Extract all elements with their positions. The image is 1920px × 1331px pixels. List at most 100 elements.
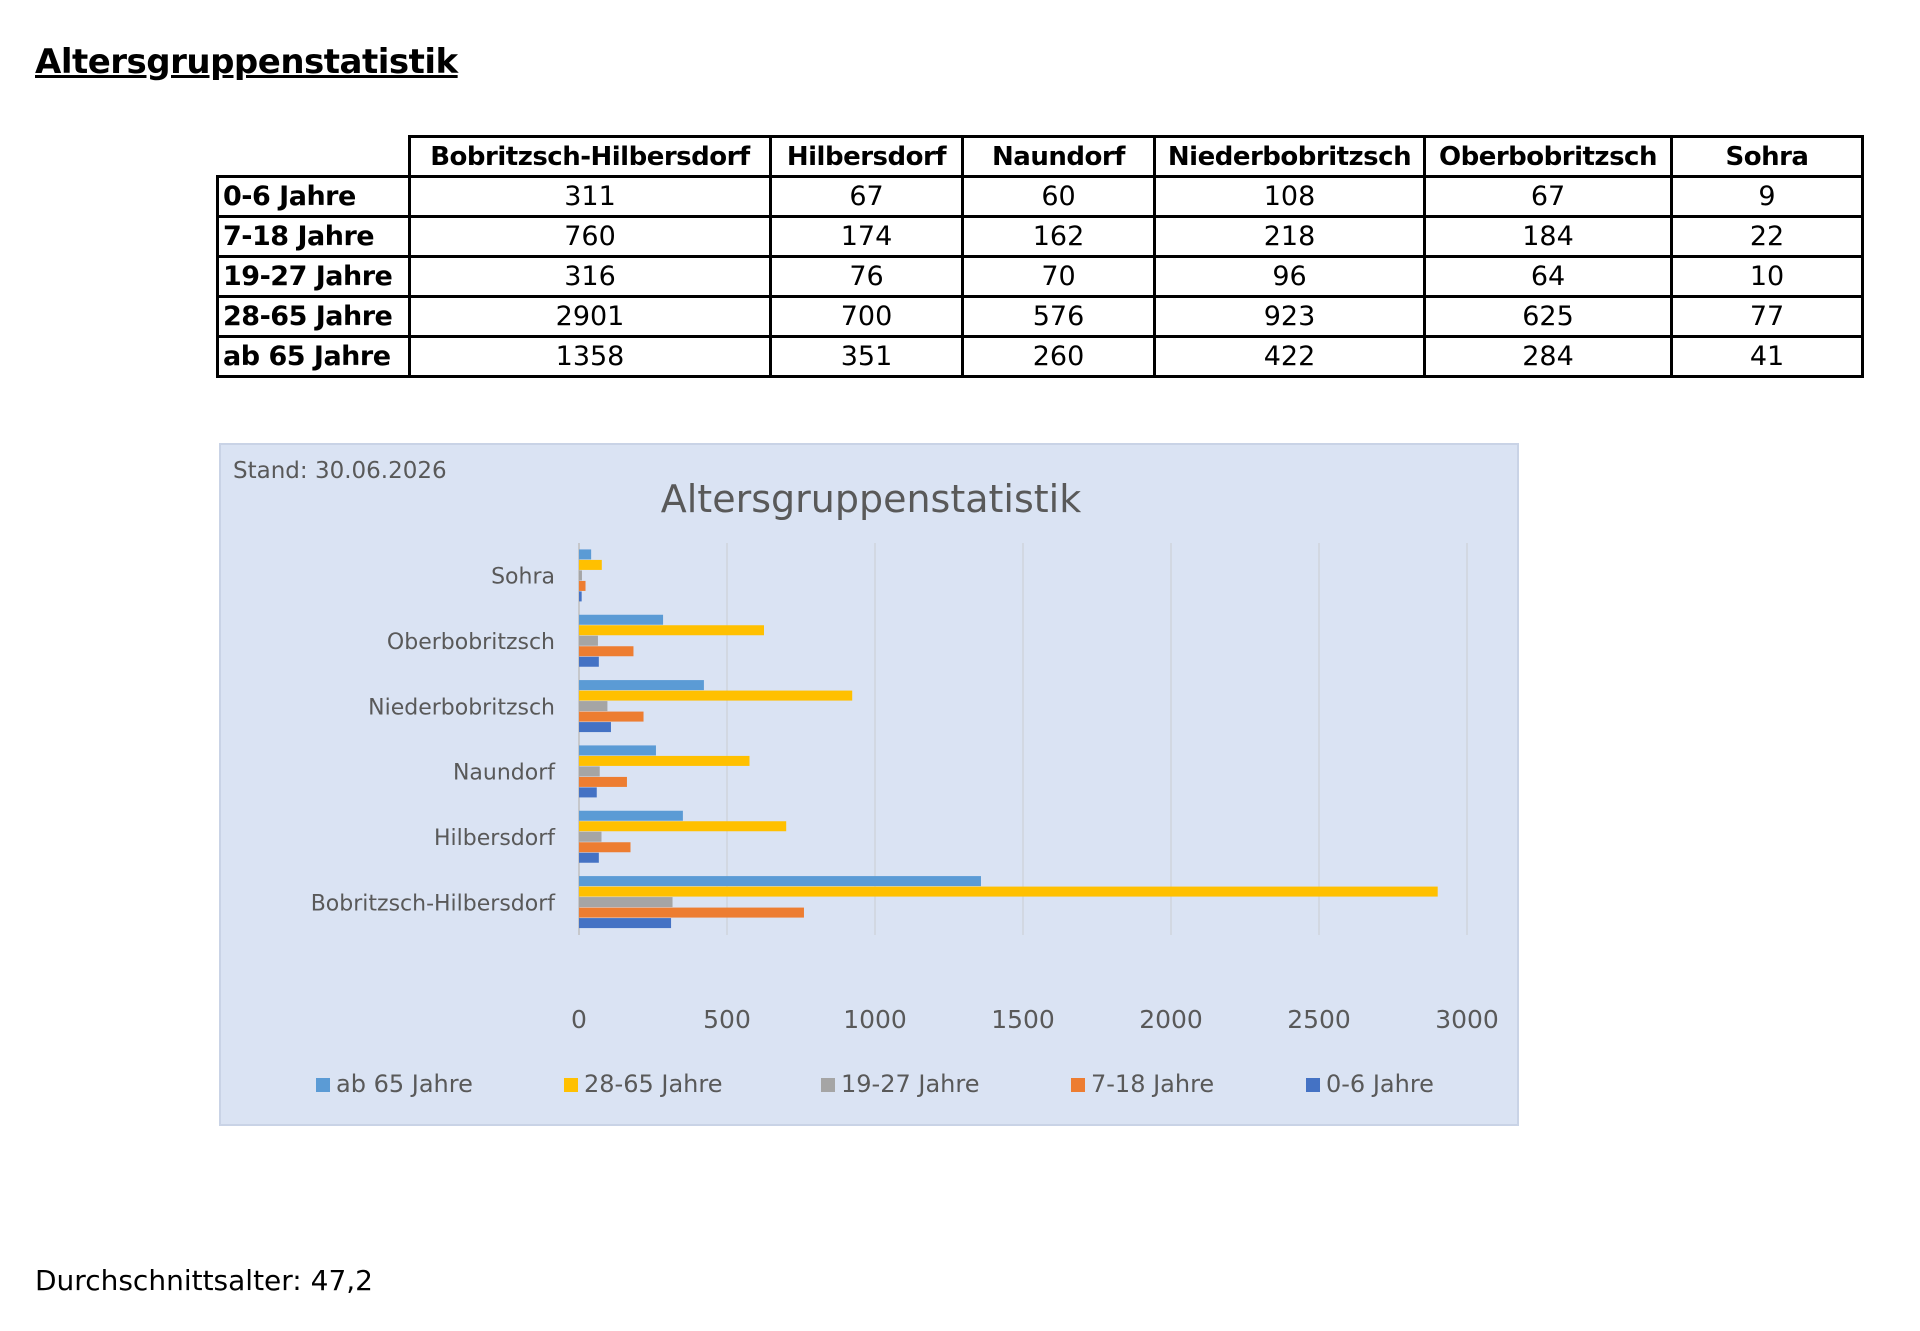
column-header: Hilbersdorf	[769, 135, 964, 178]
bar	[579, 918, 672, 929]
legend-swatch	[1071, 1078, 1085, 1092]
row-label: ab 65 Jahre	[216, 335, 411, 378]
table-row: ab 65 Jahre 1358 351 260 422 284 41	[216, 335, 1864, 378]
table-cell: 184	[1423, 215, 1673, 258]
table-corner-cell	[217, 136, 411, 178]
bar	[579, 591, 582, 602]
bar	[579, 646, 634, 657]
table-row: 19-27 Jahre 316 76 70 96 64 10	[216, 255, 1864, 298]
table-cell: 77	[1670, 295, 1864, 338]
table-cell: 625	[1423, 295, 1673, 338]
row-label: 19-27 Jahre	[216, 255, 411, 298]
bar	[579, 852, 599, 863]
bar	[579, 701, 608, 712]
category-label: Hilbersdorf	[434, 826, 556, 851]
category-label: Oberbobritzsch	[387, 630, 555, 655]
legend-label: 19-27 Jahre	[841, 1070, 979, 1098]
table-cell: 174	[769, 215, 964, 258]
table-cell: 70	[961, 255, 1156, 298]
table-cell: 284	[1423, 335, 1673, 378]
table-row: 0-6 Jahre 311 67 60 108 67 9	[216, 175, 1864, 218]
x-tick-label: 1500	[991, 1005, 1055, 1034]
x-tick-label: 3000	[1435, 1005, 1499, 1034]
legend-swatch	[564, 1078, 578, 1092]
bar	[579, 614, 664, 625]
table-cell: 60	[961, 175, 1156, 218]
category-label: Bobritzsch-Hilbersdorf	[311, 891, 557, 916]
bar	[579, 549, 592, 560]
bar-chart: Stand: 30.06.2026 Altersgruppenstatistik 0…	[233, 458, 1499, 1098]
category-label: Naundorf	[453, 761, 556, 786]
table-cell: 760	[408, 215, 772, 258]
table-cell: 2901	[408, 295, 772, 338]
average-age-note: Durchschnittsalter: 47,2	[35, 1264, 373, 1297]
bar	[579, 810, 683, 821]
bar	[579, 876, 981, 887]
legend-label: 0-6 Jahre	[1326, 1070, 1434, 1098]
x-tick-label: 0	[571, 1005, 587, 1034]
bar	[579, 776, 627, 787]
age-group-table: Bobritzsch-Hilbersdorf Hilbersdorf Naund…	[216, 135, 1864, 378]
x-tick-label: 2500	[1287, 1005, 1351, 1034]
table-cell: 311	[408, 175, 772, 218]
bar	[579, 886, 1438, 897]
table-cell: 64	[1423, 255, 1673, 298]
page-title: Altersgruppenstatistik	[35, 42, 458, 82]
bar	[579, 722, 611, 733]
bar	[579, 680, 704, 691]
table-cell: 422	[1153, 335, 1426, 378]
table-cell: 76	[769, 255, 964, 298]
row-label: 28-65 Jahre	[216, 295, 411, 338]
column-header: Naundorf	[961, 135, 1156, 178]
bar	[579, 766, 600, 777]
table-header-row: Bobritzsch-Hilbersdorf Hilbersdorf Naund…	[217, 135, 1864, 178]
table-cell: 316	[408, 255, 772, 298]
table-cell: 923	[1153, 295, 1426, 338]
column-header: Oberbobritzsch	[1423, 135, 1673, 178]
column-header: Sohra	[1670, 135, 1864, 178]
column-header: Niederbobritzsch	[1153, 135, 1426, 178]
legend-swatch	[821, 1078, 835, 1092]
table-cell: 96	[1153, 255, 1426, 298]
legend-swatch	[1306, 1078, 1320, 1092]
table-row: 28-65 Jahre 2901 700 576 923 625 77	[216, 295, 1864, 338]
category-label: Sohra	[491, 565, 555, 590]
x-tick-label: 2000	[1139, 1005, 1203, 1034]
bar	[579, 842, 631, 853]
table-row: 7-18 Jahre 760 174 162 218 184 22	[216, 215, 1864, 258]
bar	[579, 907, 804, 918]
chart-container: Stand: 30.06.2026 Altersgruppenstatistik 0…	[219, 443, 1519, 1126]
row-label: 7-18 Jahre	[216, 215, 411, 258]
legend-label: 7-18 Jahre	[1091, 1070, 1214, 1098]
legend-label: 28-65 Jahre	[584, 1070, 722, 1098]
table-cell: 218	[1153, 215, 1426, 258]
table-cell: 108	[1153, 175, 1426, 218]
table-cell: 10	[1670, 255, 1864, 298]
bar	[579, 711, 644, 722]
table-cell: 700	[769, 295, 964, 338]
bar	[579, 559, 602, 570]
category-label: Niederbobritzsch	[368, 695, 555, 720]
bar	[579, 821, 787, 832]
bar	[579, 625, 764, 636]
bar	[579, 656, 599, 667]
column-header: Bobritzsch-Hilbersdorf	[408, 135, 772, 178]
table-cell: 22	[1670, 215, 1864, 258]
chart-title: Altersgruppenstatistik	[661, 477, 1082, 521]
row-label: 0-6 Jahre	[216, 175, 411, 218]
bar	[579, 580, 586, 591]
bar	[579, 745, 656, 756]
bar	[579, 897, 673, 908]
table-cell: 260	[961, 335, 1156, 378]
bar	[579, 755, 750, 766]
table-cell: 9	[1670, 175, 1864, 218]
table-cell: 351	[769, 335, 964, 378]
table-cell: 67	[1423, 175, 1673, 218]
table-cell: 41	[1670, 335, 1864, 378]
table-cell: 67	[769, 175, 964, 218]
legend-label: ab 65 Jahre	[336, 1070, 473, 1098]
bar	[579, 831, 602, 842]
table-cell: 162	[961, 215, 1156, 258]
bar	[579, 690, 853, 701]
table-cell: 1358	[408, 335, 772, 378]
